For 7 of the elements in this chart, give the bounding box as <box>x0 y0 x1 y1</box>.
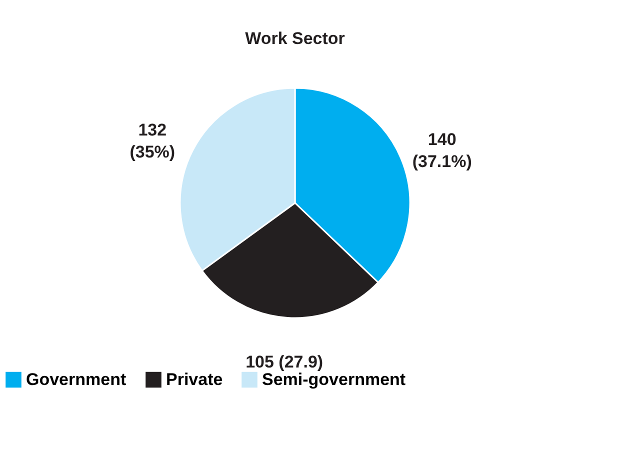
data-label: 140 (37.1%) <box>412 130 472 172</box>
data-label: 132 (35%) <box>130 120 176 162</box>
legend-label: Private <box>166 370 223 389</box>
chart-title: Work Sector <box>245 29 346 48</box>
legend-label: Semi-government <box>262 370 406 389</box>
data-label: 105 (27.9) <box>246 352 324 372</box>
legend-label: Government <box>26 370 126 389</box>
